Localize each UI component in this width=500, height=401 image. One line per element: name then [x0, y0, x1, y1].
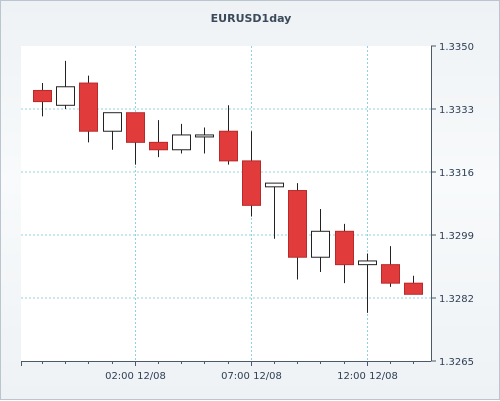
chart-title: EURUSD1day [211, 12, 292, 25]
x-tick-label: 07:00 12/08 [221, 371, 282, 382]
candle [56, 60, 75, 109]
candle-body-up [195, 134, 214, 138]
candle [79, 75, 98, 143]
candle-body-up [56, 86, 75, 106]
candle-body-down [335, 230, 354, 266]
candle [149, 120, 168, 158]
x-tick-label: 12:00 12/08 [337, 371, 398, 382]
candle [219, 105, 238, 165]
candle [33, 83, 52, 117]
y-tick-label: 1.3282 [439, 294, 474, 305]
candle-body-down [79, 82, 98, 132]
axes: 1.3350 1.3333 1.3316 1.3299 1.3282 1.3265 02:0… [21, 42, 474, 382]
candle-body-up [172, 134, 191, 151]
x-tick-label: 02:00 12/08 [105, 371, 166, 382]
candle-body-up [358, 260, 377, 266]
candle [404, 275, 423, 295]
candle-body-up [311, 230, 330, 258]
candle-body-up [103, 112, 122, 132]
y-tick-label: 1.3333 [439, 105, 474, 116]
candle-body-up [265, 182, 284, 188]
candle [172, 123, 191, 154]
candle-body-down [219, 130, 238, 162]
candle-body-down [126, 112, 145, 143]
candle [195, 127, 214, 154]
candle [381, 246, 400, 287]
y-tick-label: 1.3265 [439, 357, 474, 368]
candle [288, 183, 307, 280]
candle [126, 112, 145, 165]
candle [103, 112, 122, 150]
candle-body-down [242, 160, 261, 206]
candles [33, 60, 423, 313]
candle [311, 209, 330, 273]
y-tick-label: 1.3316 [439, 168, 474, 179]
y-tick-label: 1.3299 [439, 231, 474, 242]
candle [335, 223, 354, 284]
candle-body-down [404, 282, 423, 295]
candle-body-down [149, 141, 168, 151]
candle [265, 182, 284, 239]
candle [358, 253, 377, 313]
y-tick-label: 1.3350 [439, 42, 474, 53]
candle [242, 131, 261, 217]
candle-body-down [288, 190, 307, 258]
candle-body-down [33, 89, 52, 103]
candle-body-down [381, 264, 400, 284]
